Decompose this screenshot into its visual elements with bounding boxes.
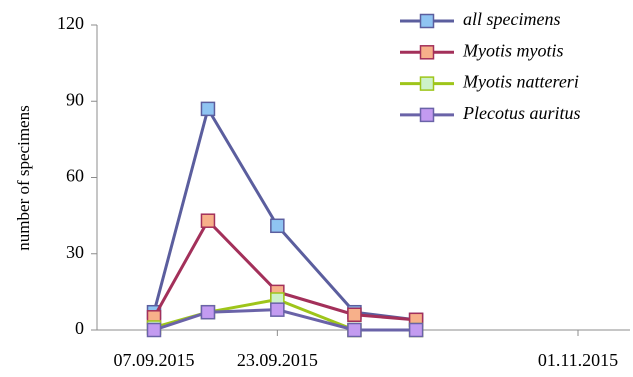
plot-area — [146, 101, 424, 338]
data-point — [347, 307, 362, 322]
legend-label: Plecotus auritus — [462, 103, 581, 123]
y-tick-label: 0 — [75, 318, 84, 338]
data-point — [270, 218, 285, 234]
legend-item: Myotis myotis — [400, 40, 564, 60]
y-tick-label: 60 — [66, 166, 84, 186]
data-point — [270, 302, 285, 317]
x-tick-label: 23.09.2015 — [237, 350, 318, 370]
data-point — [146, 322, 162, 338]
series-line — [152, 107, 417, 322]
y-tick-label: 120 — [57, 13, 84, 33]
axes: 0 30 60 90 120 07.09.2015 23.09.2015 01.11.201… — [14, 13, 630, 370]
legend-marker — [419, 45, 435, 60]
y-tick-label: 30 — [66, 242, 84, 262]
x-tick-label: 01.11.2015 — [538, 350, 618, 370]
legend-label: Myotis nattereri — [462, 72, 579, 92]
legend-marker — [419, 13, 435, 29]
legend-marker — [419, 107, 435, 123]
series-line — [153, 308, 417, 332]
legend-item: Plecotus auritus — [400, 103, 581, 123]
legend-marker — [419, 76, 435, 91]
series-2 — [146, 213, 424, 328]
y-axis-label: number of specimens — [14, 105, 33, 250]
y-tick-label: 90 — [66, 89, 84, 109]
data-point — [408, 322, 424, 338]
legend-label: Myotis myotis — [462, 40, 564, 60]
data-point — [200, 213, 216, 228]
x-ticks: 07.09.2015 23.09.2015 01.11.2015 — [114, 330, 618, 370]
data-point — [347, 322, 362, 338]
legend-item: all specimens — [400, 9, 560, 29]
y-ticks: 0 30 60 90 120 — [57, 13, 97, 338]
data-point — [200, 101, 216, 117]
legend-item: Myotis nattereri — [400, 72, 579, 92]
data-point — [200, 304, 216, 320]
legend-label: all specimens — [463, 9, 560, 29]
legend: all specimens Myotis myotis Myotis nattere… — [400, 9, 581, 123]
x-tick-label: 07.09.2015 — [114, 350, 195, 370]
series-4 — [146, 302, 424, 338]
